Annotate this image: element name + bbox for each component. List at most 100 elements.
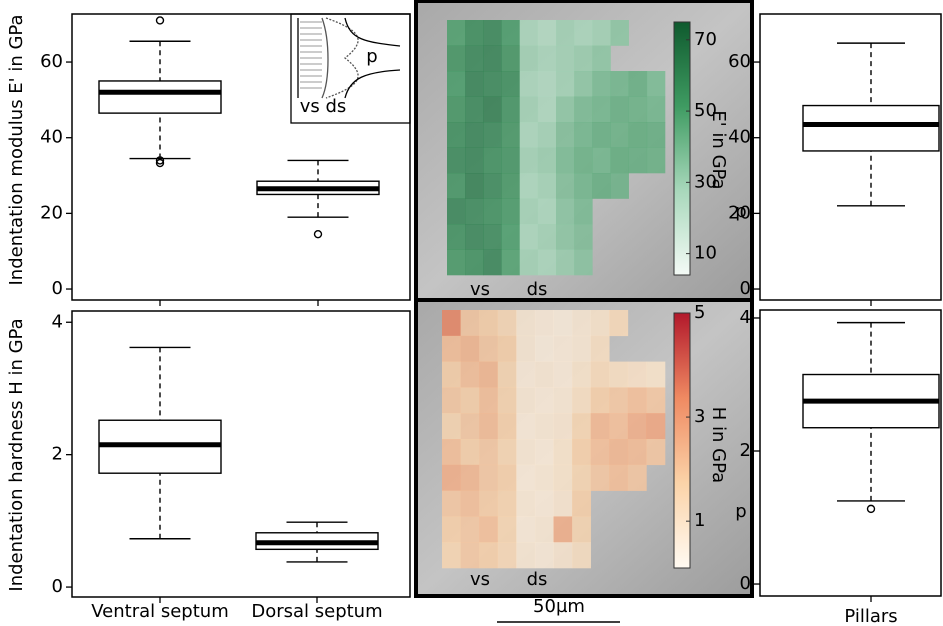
heatmap-cell xyxy=(646,387,666,414)
heatmap-cell xyxy=(553,310,573,337)
heatmap-cell xyxy=(609,413,629,440)
heatmap-cell xyxy=(497,516,517,543)
region-label: ds xyxy=(527,279,548,300)
heatmap-cell xyxy=(442,516,461,543)
region-label: p xyxy=(735,201,746,222)
heatmap-cell xyxy=(556,249,575,276)
plot-frame xyxy=(759,309,942,597)
heatmap-cell xyxy=(610,147,629,174)
heatmap-cell xyxy=(516,310,536,337)
heatmap-cell xyxy=(609,310,629,337)
heatmap-cell xyxy=(572,542,591,569)
heatmap-cell xyxy=(590,335,610,362)
colorbar-tick-label: 70 xyxy=(694,29,717,50)
heatmap-cell xyxy=(447,173,466,199)
heatmap-cell xyxy=(442,335,461,362)
heatmap-cell xyxy=(501,122,520,148)
heatmap-cell xyxy=(574,224,593,250)
heatmap-cell xyxy=(553,413,573,440)
heatmap-cell xyxy=(574,198,593,225)
heatmap-cell xyxy=(442,464,461,491)
heatmap-cell xyxy=(460,439,480,466)
heatmap-cell xyxy=(497,490,517,517)
outlier xyxy=(155,158,165,168)
heatmap-cell xyxy=(610,122,629,148)
heatmap-cell xyxy=(609,464,629,491)
heatmap-cell xyxy=(479,490,499,517)
heatmap-cell xyxy=(574,122,593,148)
heatmap-cell xyxy=(479,516,499,543)
heatmap-cell xyxy=(497,361,517,388)
heatmap-cell xyxy=(534,361,554,388)
heatmap-cell xyxy=(465,147,484,174)
heatmap-cell xyxy=(501,224,520,250)
heatmap-cell xyxy=(627,361,647,388)
heatmap-cell xyxy=(609,439,629,466)
y-tick-label: 0 xyxy=(52,576,63,597)
heatmap-cell xyxy=(442,542,461,569)
heatmap-cell xyxy=(609,387,629,414)
heatmap-cell xyxy=(519,198,539,225)
heatmap-cell xyxy=(574,249,593,276)
y-tick-label: 2 xyxy=(740,440,751,461)
heatmap-cell xyxy=(574,96,593,123)
heatmap-cell xyxy=(556,20,575,46)
heatmap-cell xyxy=(592,122,611,148)
heatmap-cell xyxy=(479,464,499,491)
heatmap-cell xyxy=(501,96,520,123)
heatmap-cell xyxy=(592,96,611,123)
x-tick-label: Dorsal septum xyxy=(251,601,382,622)
heatmap-cell xyxy=(519,224,539,250)
heatmap-cell xyxy=(534,490,554,517)
heatmap-cell xyxy=(592,45,611,72)
heatmap-cell xyxy=(553,542,573,569)
scale-bar-label: 50µm xyxy=(533,596,585,617)
y-tick-label: 40 xyxy=(728,127,751,148)
heatmap-cell xyxy=(556,122,575,148)
heatmap-cell xyxy=(553,516,573,543)
outlier xyxy=(313,229,323,239)
heatmap-cell xyxy=(497,439,517,466)
colorbar-tick-label: 50 xyxy=(694,100,717,121)
heatmap-cell xyxy=(646,147,666,174)
heatmap-cell xyxy=(519,173,539,199)
heatmap-cell xyxy=(537,96,557,123)
heatmap-cell xyxy=(447,122,466,148)
heatmap-cell xyxy=(574,71,593,97)
heatmap-cell xyxy=(572,387,591,414)
heatmap-cell xyxy=(556,173,575,199)
heatmap-cell xyxy=(447,96,466,123)
heatmap-cell xyxy=(646,96,666,123)
heatmap-cell xyxy=(590,439,610,466)
heatmap-cell xyxy=(501,198,520,225)
heatmap-cell xyxy=(646,413,666,440)
heatmap-cell xyxy=(574,147,593,174)
heatmap-cell xyxy=(590,310,610,337)
heatmap-cell xyxy=(460,387,480,414)
heatmap-cell xyxy=(497,335,517,362)
y-tick-label: 0 xyxy=(740,573,751,594)
heatmap-cell xyxy=(553,361,573,388)
heatmap-cell xyxy=(572,516,591,543)
heatmap-cell xyxy=(460,361,480,388)
y-tick-label: 40 xyxy=(40,127,63,148)
heatmap-cell xyxy=(609,361,629,388)
heatmap-cell xyxy=(610,173,629,199)
heatmap-cell xyxy=(646,439,666,466)
heatmap-cell xyxy=(519,71,539,97)
heatmap-cell xyxy=(627,413,647,440)
heatmap-cell xyxy=(537,122,557,148)
x-tick-label: Pillars xyxy=(844,606,897,626)
plot-frame xyxy=(71,310,411,598)
heatmap-cell xyxy=(497,542,517,569)
heatmap-cell xyxy=(483,20,502,46)
colorbar-label: E' in GPa xyxy=(708,110,729,189)
heatmap-cell xyxy=(628,122,648,148)
heatmap-cell xyxy=(516,490,536,517)
heatmap-cell xyxy=(516,335,536,362)
outlier xyxy=(866,504,876,514)
inset xyxy=(290,13,411,124)
heatmap-cell xyxy=(553,464,573,491)
heatmap-cell xyxy=(483,198,502,225)
colorbar-tick-label: 5 xyxy=(694,302,705,323)
